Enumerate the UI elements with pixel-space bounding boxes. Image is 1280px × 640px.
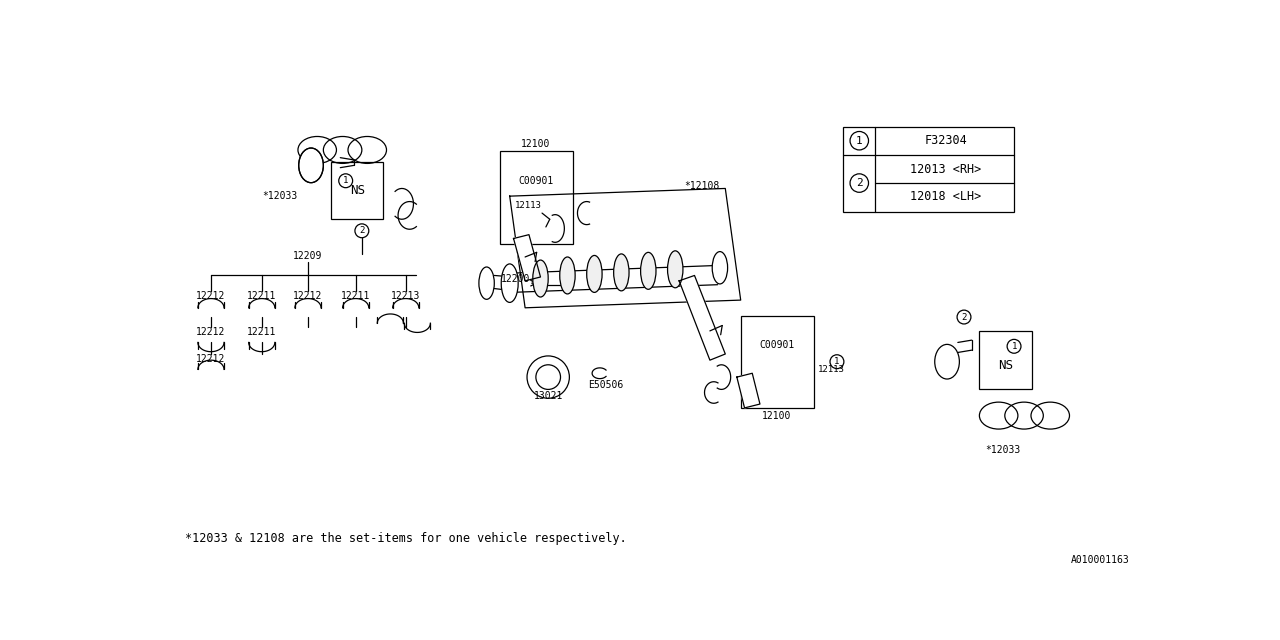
Text: 2: 2 <box>961 312 966 321</box>
Text: *12033: *12033 <box>984 445 1020 455</box>
Text: 12211: 12211 <box>247 328 276 337</box>
Text: 12100: 12100 <box>762 411 791 420</box>
Text: 2: 2 <box>360 227 365 236</box>
Text: 1: 1 <box>856 136 863 146</box>
Text: 12212: 12212 <box>196 355 225 364</box>
Ellipse shape <box>502 264 518 303</box>
Polygon shape <box>737 373 760 408</box>
Text: 1: 1 <box>343 176 348 185</box>
Bar <box>741 316 814 408</box>
Text: 12013 <RH>: 12013 <RH> <box>910 163 982 176</box>
Ellipse shape <box>532 260 548 297</box>
Bar <box>332 161 384 220</box>
Text: C00901: C00901 <box>759 340 795 349</box>
Text: E50506: E50506 <box>589 380 623 390</box>
Text: 12211: 12211 <box>340 291 370 301</box>
Bar <box>844 127 1014 212</box>
Text: 12213: 12213 <box>392 291 420 301</box>
Text: *12033: *12033 <box>262 191 298 201</box>
Text: 12212: 12212 <box>196 291 225 301</box>
Text: 13021: 13021 <box>534 391 563 401</box>
Text: *12108: *12108 <box>685 181 719 191</box>
Text: NS: NS <box>349 184 365 197</box>
Ellipse shape <box>712 252 727 284</box>
Text: 12212: 12212 <box>293 291 323 301</box>
Ellipse shape <box>668 251 684 288</box>
Text: 12100: 12100 <box>521 139 550 148</box>
Ellipse shape <box>934 344 960 379</box>
Ellipse shape <box>640 252 657 289</box>
Ellipse shape <box>586 255 602 292</box>
Ellipse shape <box>559 257 575 294</box>
Polygon shape <box>513 235 540 281</box>
Bar <box>979 331 1032 388</box>
Text: F32304: F32304 <box>924 134 966 147</box>
Bar <box>499 152 573 244</box>
Text: A010001163: A010001163 <box>1071 556 1129 565</box>
Text: 2: 2 <box>856 178 863 188</box>
Ellipse shape <box>298 148 324 182</box>
Text: 12113: 12113 <box>818 365 845 374</box>
Text: 1: 1 <box>835 357 840 366</box>
Text: 12113: 12113 <box>515 201 541 210</box>
Text: 12018 <LH>: 12018 <LH> <box>910 191 982 204</box>
Text: 12212: 12212 <box>196 328 225 337</box>
Polygon shape <box>680 275 726 360</box>
Text: C00901: C00901 <box>518 176 553 186</box>
Text: 1: 1 <box>1011 342 1016 351</box>
Text: 12211: 12211 <box>247 291 276 301</box>
Text: 12209: 12209 <box>293 252 323 261</box>
Text: NS: NS <box>998 359 1012 372</box>
Text: *12033 & 12108 are the set-items for one vehicle respectively.: *12033 & 12108 are the set-items for one… <box>184 532 626 545</box>
Text: 12200: 12200 <box>500 275 530 284</box>
Ellipse shape <box>613 254 628 291</box>
Ellipse shape <box>479 267 494 300</box>
